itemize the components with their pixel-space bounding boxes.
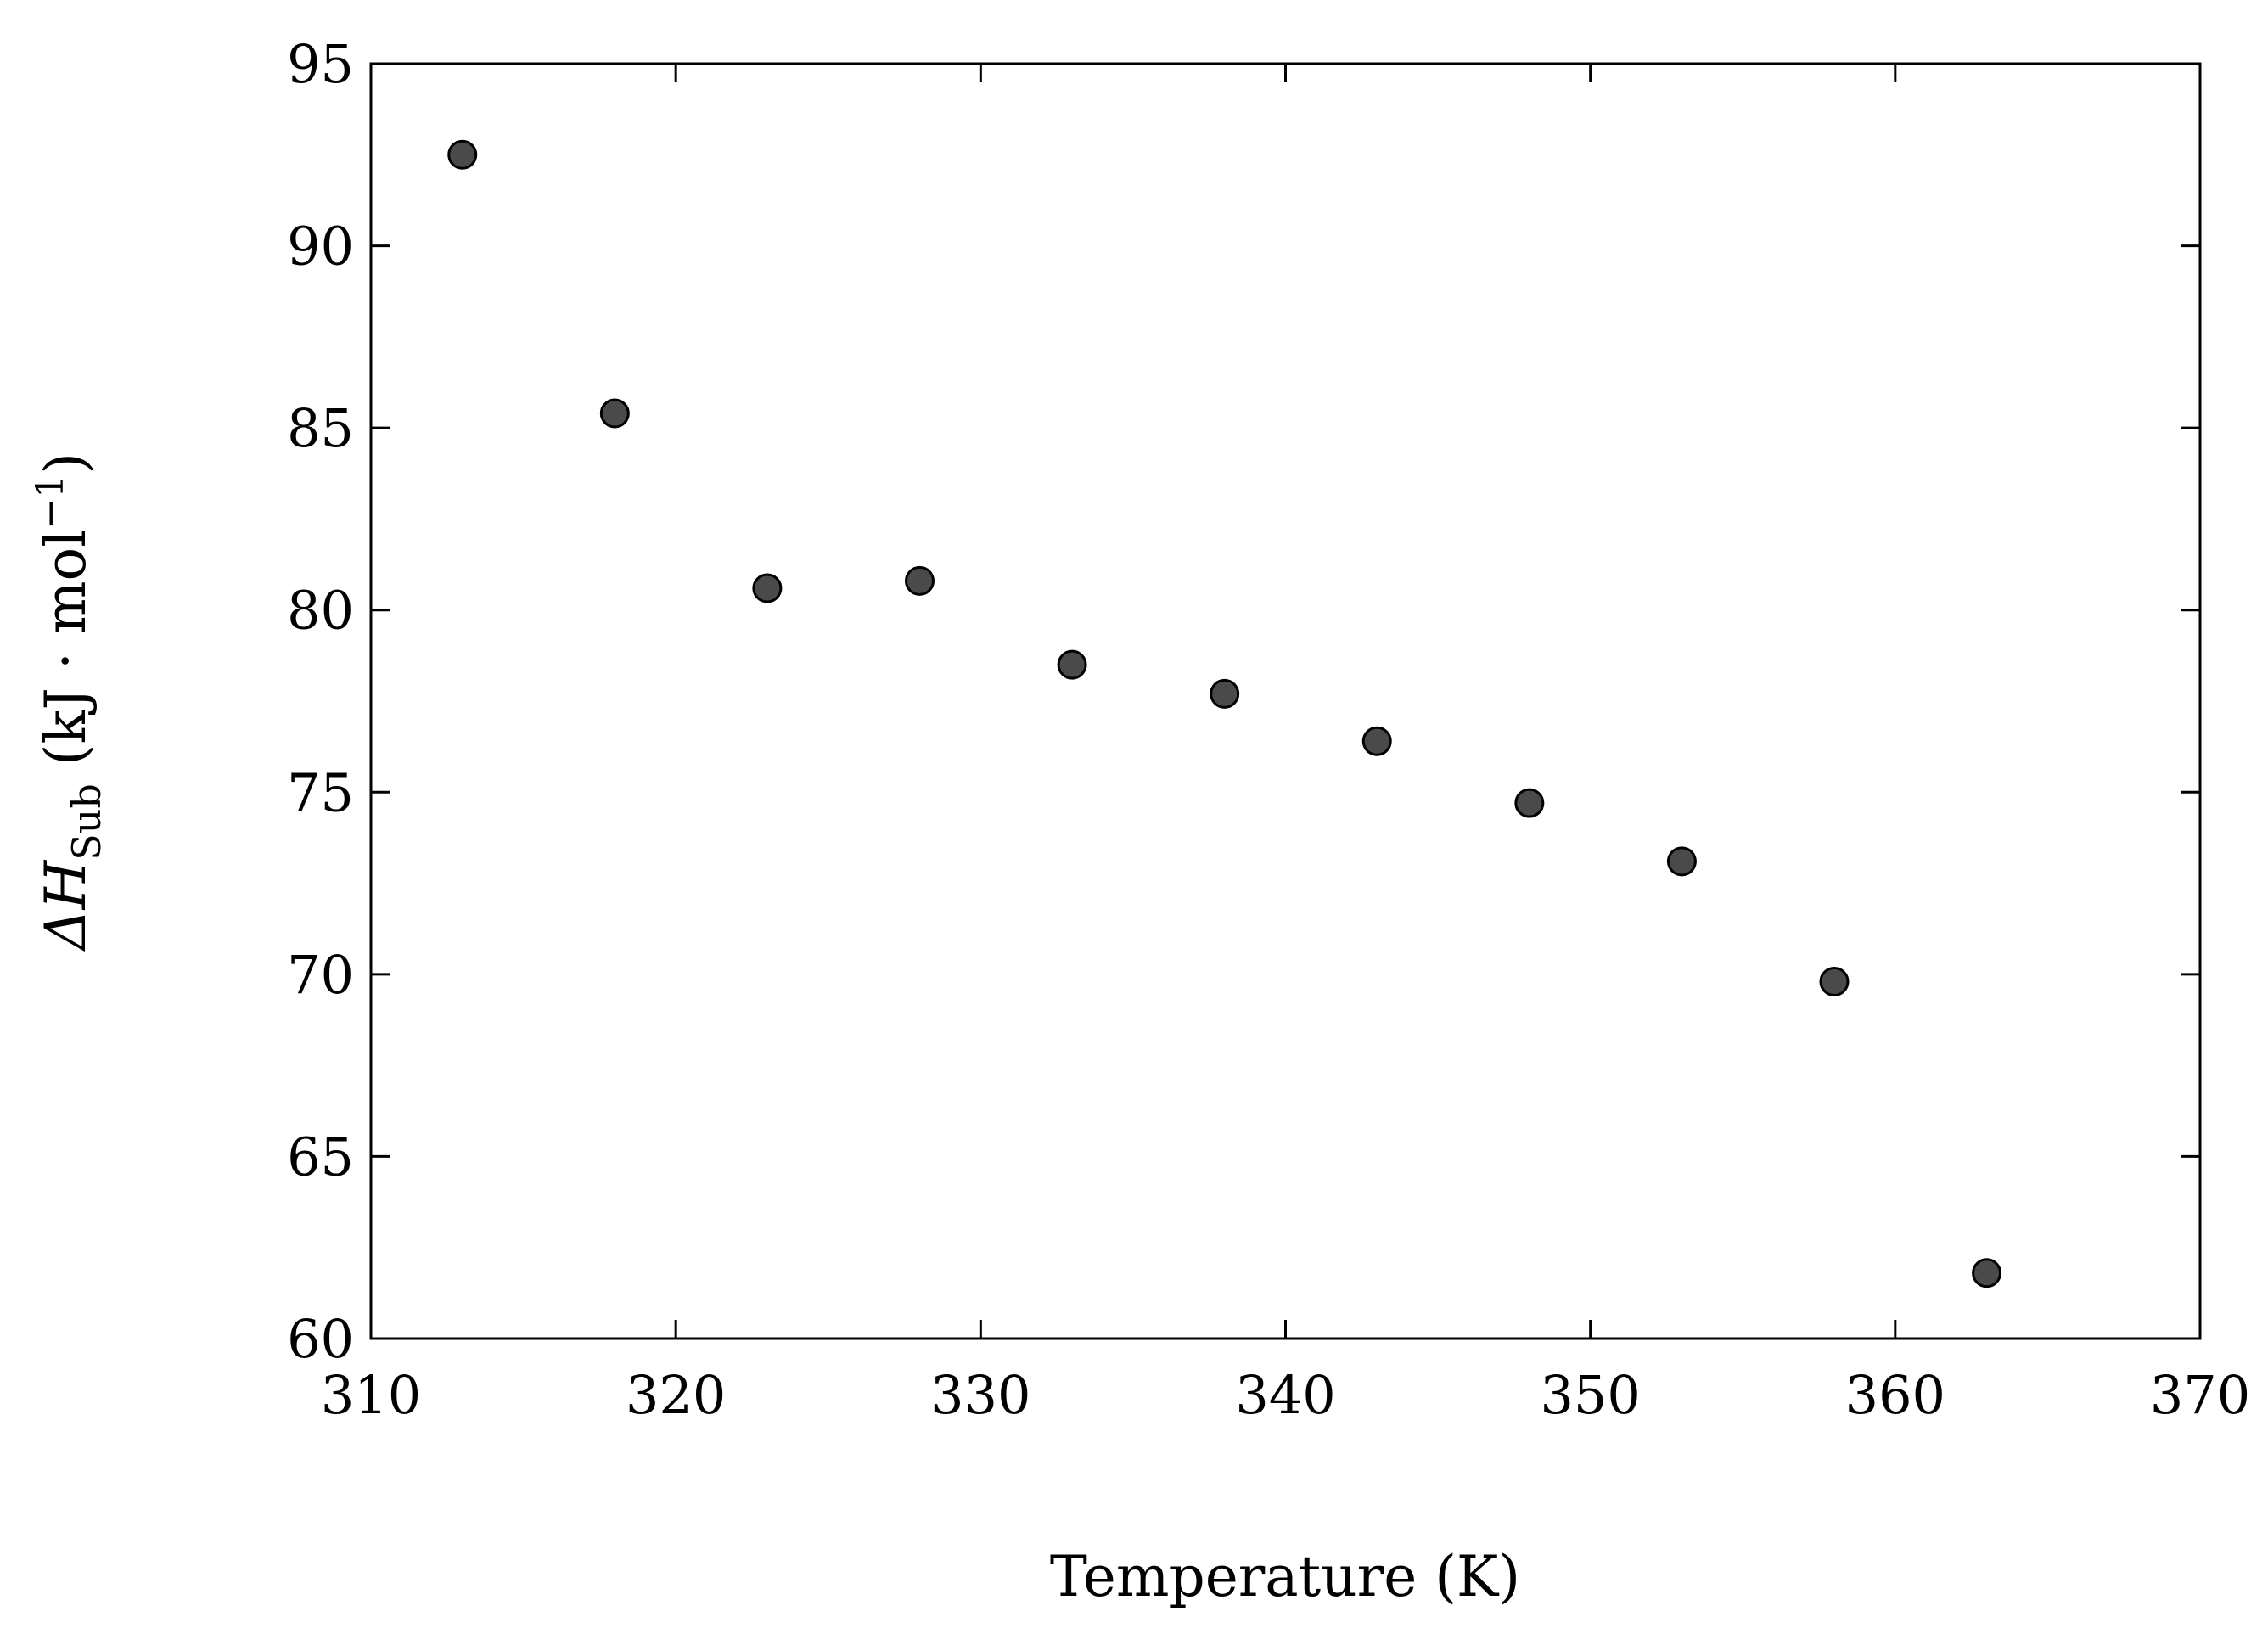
data-point [1972,1258,2002,1288]
x-tick-label: 370 [2150,1364,2250,1426]
data-point [1057,649,1087,680]
data-point [1514,788,1545,818]
y-axis-label-close: ) [33,452,98,474]
x-tick-label: 320 [626,1364,726,1426]
data-point [1666,846,1697,877]
y-tick-label: 75 [287,761,354,823]
y-tick-label: 90 [287,216,354,278]
y-tick-label: 80 [287,580,354,642]
y-axis-label-superscript: −1 [29,474,72,530]
data-point [1210,678,1240,709]
x-tick-label: 310 [321,1364,421,1426]
x-tick-label: 360 [1845,1364,1945,1426]
plot-frame [369,62,2202,1340]
data-point [599,398,630,429]
y-tick-label: 85 [287,397,354,459]
y-axis-label-subscript: Sub [64,783,109,861]
data-point [447,139,478,170]
data-point [905,565,935,596]
data-point [1819,966,1850,996]
x-tick-label: 340 [1235,1364,1335,1426]
y-tick-label: 95 [287,33,354,95]
data-points [447,139,2002,1288]
y-tick-label: 60 [287,1308,354,1370]
tick-labels: 310 320 330 340 350 360 370 60 65 70 75 80 85 90 95 [287,33,2250,1426]
y-axis-label: ΔHSub (kJ · mol−1) [29,452,109,952]
y-tick-label: 70 [287,944,354,1006]
y-tick-label: 65 [287,1126,354,1187]
data-point [1361,726,1392,756]
data-point [752,573,783,603]
axis-ticks [369,62,2202,1340]
y-axis-label-unit: (kJ · mol [33,530,98,784]
x-tick-label: 330 [930,1364,1030,1426]
y-axis-label-prefix: ΔH [33,859,98,952]
x-axis-label: Temperature (K) [1050,1544,1520,1609]
x-tick-label: 350 [1540,1364,1640,1426]
